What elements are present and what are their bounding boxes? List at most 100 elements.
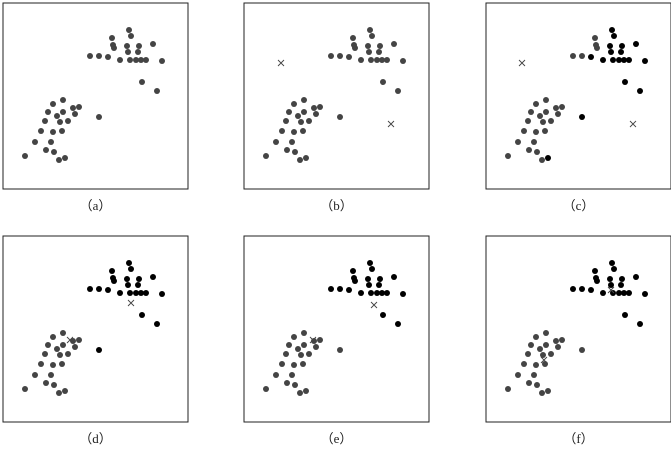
point — [32, 372, 38, 378]
point — [607, 276, 613, 282]
point — [350, 35, 356, 41]
point — [352, 45, 358, 51]
point — [135, 49, 141, 55]
point — [531, 372, 537, 378]
point — [297, 390, 303, 396]
point — [608, 282, 614, 288]
point — [328, 286, 334, 292]
point — [337, 286, 343, 292]
point — [50, 129, 56, 135]
point — [76, 104, 82, 110]
point — [60, 342, 66, 348]
point — [537, 346, 543, 352]
point — [570, 286, 576, 292]
point — [391, 274, 397, 280]
point — [384, 290, 390, 296]
point — [303, 155, 309, 161]
point — [126, 27, 132, 33]
point — [105, 54, 111, 60]
point — [545, 155, 551, 161]
point — [637, 321, 643, 327]
point — [48, 372, 54, 378]
point — [637, 88, 643, 94]
point — [579, 347, 585, 353]
point — [62, 155, 68, 161]
point — [289, 372, 295, 378]
point — [622, 79, 628, 85]
point — [42, 118, 48, 124]
point — [380, 312, 386, 318]
point — [60, 109, 66, 115]
point — [525, 351, 531, 357]
point — [291, 362, 297, 368]
point — [65, 118, 71, 124]
point — [365, 43, 371, 49]
point — [533, 362, 539, 368]
panel: （d） — [2, 235, 189, 446]
panel-label: （b） — [320, 198, 353, 213]
point — [65, 351, 71, 357]
point — [263, 386, 269, 392]
point — [611, 33, 617, 39]
point — [642, 291, 648, 297]
point — [379, 57, 385, 63]
point — [609, 260, 615, 266]
point — [22, 386, 28, 392]
point — [618, 49, 624, 55]
point — [301, 97, 307, 103]
panel-label: （c） — [563, 198, 595, 213]
point — [291, 334, 297, 340]
point — [127, 290, 133, 296]
point — [537, 113, 543, 119]
point — [291, 129, 297, 135]
point — [374, 290, 380, 296]
point — [43, 380, 49, 386]
point — [45, 109, 51, 115]
centroid — [518, 59, 526, 67]
panel: （c） — [485, 2, 671, 213]
point — [128, 33, 134, 39]
centroid — [309, 336, 317, 344]
point — [379, 290, 385, 296]
point — [542, 361, 548, 367]
point — [592, 268, 598, 274]
point — [38, 128, 44, 134]
point — [128, 266, 134, 272]
point — [283, 351, 289, 357]
point — [559, 104, 565, 110]
point — [306, 118, 312, 124]
point — [109, 35, 115, 41]
point — [59, 128, 65, 134]
point — [395, 88, 401, 94]
point — [127, 57, 133, 63]
panel-label: （f） — [563, 431, 593, 446]
point — [60, 97, 66, 103]
point — [313, 344, 319, 350]
point — [616, 290, 622, 296]
point — [62, 388, 68, 394]
point — [395, 321, 401, 327]
centroid — [370, 301, 378, 309]
centroid — [607, 286, 615, 294]
point — [543, 330, 549, 336]
centroid — [277, 59, 285, 67]
point — [301, 330, 307, 336]
point — [50, 362, 56, 368]
point — [579, 286, 585, 292]
point — [528, 109, 534, 115]
point — [594, 278, 600, 284]
point — [543, 109, 549, 115]
point — [534, 149, 540, 155]
point — [384, 57, 390, 63]
point — [610, 57, 616, 63]
point — [154, 88, 160, 94]
point — [515, 139, 521, 145]
point — [367, 27, 373, 33]
point — [135, 282, 141, 288]
point — [295, 346, 301, 352]
point — [534, 382, 540, 388]
point — [376, 282, 382, 288]
point — [609, 27, 615, 33]
point — [263, 153, 269, 159]
